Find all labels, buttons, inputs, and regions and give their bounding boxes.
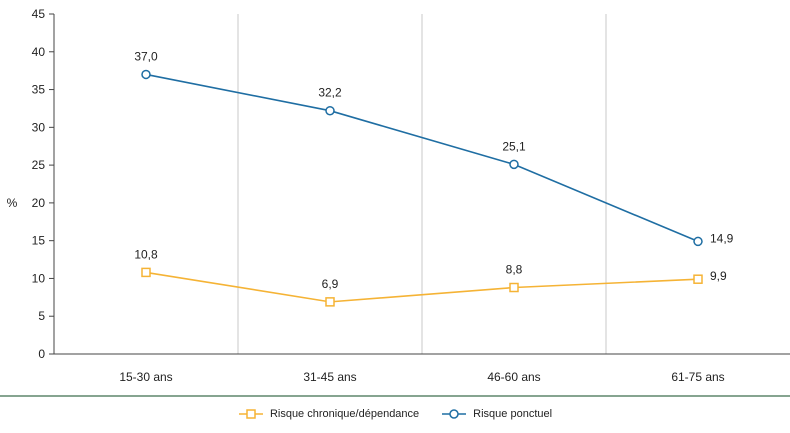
x-tick-label: 15-30 ans: [119, 370, 172, 384]
data-point: [509, 282, 519, 293]
y-tick-label: 20: [32, 196, 46, 210]
x-ticks: 15-30 ans 31-45 ans 46-60 ans 61-75 ans: [119, 370, 724, 384]
y-tick-label: 15: [32, 234, 46, 248]
x-tick-label: 61-75 ans: [671, 370, 724, 384]
legend-item-ponctuel: Risque ponctuel: [441, 408, 552, 420]
data-point: [141, 69, 151, 80]
y-tick-label: 25: [32, 158, 46, 172]
square-marker-icon: [238, 409, 263, 419]
y-tick-label: 5: [38, 309, 45, 323]
data-label: 14,9: [710, 231, 734, 245]
legend-item-chronique: Risque chronique/dépendance: [238, 408, 419, 420]
data-point: [509, 159, 519, 170]
y-tick-label: 10: [32, 271, 46, 285]
series-1: 37,0 32,2 25,1 14,9: [134, 49, 734, 247]
data-label: 37,0: [134, 49, 158, 63]
series-group: 10,8 6,9 8,8 9,9 37,0 32,2 25,1 14,9: [134, 49, 734, 307]
data-label: 10,8: [134, 247, 158, 261]
axes: [53, 14, 790, 355]
data-label: 32,2: [318, 86, 342, 100]
series-0: 10,8 6,9 8,8 9,9: [134, 247, 727, 307]
y-tick-label: 30: [32, 120, 46, 134]
legend: Risque chronique/dépendance Risque ponct…: [0, 402, 790, 426]
y-axis-label: %: [7, 196, 18, 210]
legend-label-ponctuel: Risque ponctuel: [473, 408, 553, 420]
data-point: [693, 236, 703, 247]
y-ticks: 0 5 10 15 20 25 30 35 40 45: [32, 7, 54, 361]
y-tick-label: 40: [32, 45, 46, 59]
data-point: [325, 105, 335, 116]
y-tick-label: 45: [32, 7, 46, 21]
data-label: 6,9: [322, 277, 339, 291]
series-line: [145, 73, 699, 243]
series-line: [145, 271, 699, 303]
data-point: [325, 297, 335, 307]
circle-marker-icon: [442, 409, 467, 419]
x-tick-label: 46-60 ans: [487, 370, 540, 384]
y-tick-label: 0: [38, 347, 45, 361]
x-tick-label: 31-45 ans: [303, 370, 356, 384]
y-tick-label: 35: [32, 83, 46, 97]
data-label: 25,1: [502, 139, 526, 153]
data-label: 9,9: [710, 269, 727, 283]
data-point: [141, 267, 151, 278]
data-point: [693, 274, 703, 284]
legend-label-chronique: Risque chronique/dépendance: [269, 408, 420, 420]
data-label: 8,8: [506, 263, 523, 277]
gridlines: [237, 14, 607, 354]
